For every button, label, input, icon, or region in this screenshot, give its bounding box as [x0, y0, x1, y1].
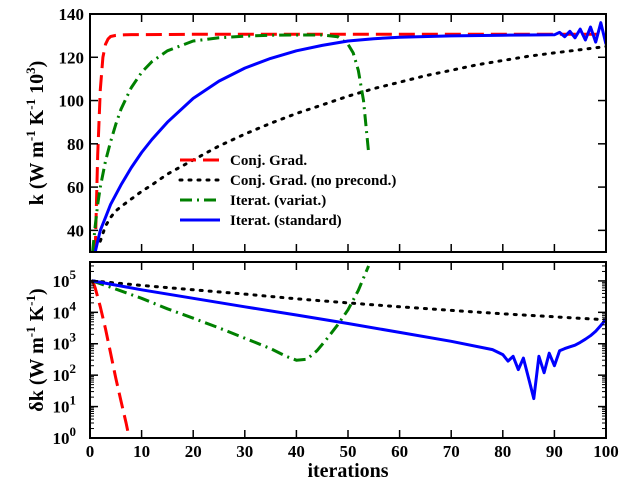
- x-tick-label: 100: [593, 442, 619, 461]
- top-y-tick-label: 100: [59, 92, 85, 111]
- bottom-ticks-group: 0 10 20 30 40 50 60 70 80 90 100 100 101 102 103 104 105: [53, 261, 619, 461]
- x-tick-label: 90: [546, 442, 563, 461]
- x-axis-label: iterations: [307, 460, 388, 482]
- bottom-y-tick-label: 102: [53, 361, 77, 385]
- top-y-tick-label: 40: [67, 221, 84, 240]
- top-panel: 40 60 80 100 120 140 k (W m-1 K-1 103) Conj. …: [23, 5, 607, 253]
- legend-label-iterat-standard: Iterat. (standard): [230, 213, 342, 229]
- top-ylabel: k (W m-1 K-1 103): [23, 61, 48, 206]
- legend-label-conj-grad: Conj. Grad.: [230, 153, 307, 169]
- legend-label-conj-grad-no-precond: Conj. Grad. (no precond.): [230, 173, 396, 189]
- top-y-tick-label: 140: [59, 5, 85, 24]
- top-series-group: [91, 21, 606, 252]
- bottom-series-iterat-standard: [92, 279, 606, 401]
- x-tick-label: 0: [86, 442, 95, 461]
- legend: Conj. Grad. Conj. Grad. (no precond.) Iter…: [178, 153, 396, 229]
- bottom-ylabel: δk (W m-1 K-1): [23, 288, 48, 411]
- bottom-series-group: [91, 265, 606, 438]
- bottom-y-tick-label: 100: [53, 424, 77, 448]
- x-tick-label: 30: [236, 442, 253, 461]
- top-series-iterat-variat: [91, 33, 371, 252]
- bottom-y-tick-label: 103: [53, 330, 77, 354]
- top-series-conj-grad-no-precond: [98, 45, 606, 243]
- x-tick-label: 70: [443, 442, 460, 461]
- bottom-series-conj-grad-no-precond: [91, 279, 606, 322]
- x-tick-label: 20: [185, 442, 202, 461]
- x-tick-label: 10: [133, 442, 150, 461]
- x-tick-label: 80: [494, 442, 511, 461]
- bottom-y-tick-label: 104: [53, 298, 77, 322]
- bottom-series-iterat-variat: [92, 265, 370, 362]
- bottom-panel: 0 10 20 30 40 50 60 70 80 90 100 100 101 102 103 104 105…: [23, 261, 619, 482]
- x-tick-label: 50: [340, 442, 357, 461]
- bottom-y-tick-label: 101: [53, 393, 77, 417]
- x-tick-label: 60: [391, 442, 408, 461]
- bottom-y-tick-label: 105: [53, 267, 77, 291]
- top-series-iterat-standard: [93, 21, 606, 252]
- x-tick-label: 40: [288, 442, 305, 461]
- top-y-tick-label: 120: [59, 48, 85, 67]
- top-y-tick-label: 80: [67, 135, 84, 154]
- bottom-series-conj-grad: [91, 280, 131, 438]
- top-series-conj-grad: [93, 32, 606, 252]
- top-ticks-group: 40 60 80 100 120 140: [59, 5, 607, 252]
- top-y-tick-label: 60: [67, 178, 84, 197]
- legend-label-iterat-variat: Iterat. (variat.): [230, 193, 326, 209]
